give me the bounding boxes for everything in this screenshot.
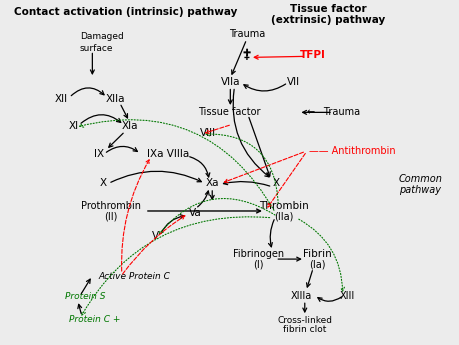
Text: VIIa: VIIa bbox=[221, 78, 240, 88]
Text: V: V bbox=[152, 231, 159, 241]
Text: Trauma: Trauma bbox=[229, 29, 265, 39]
Text: (I): (I) bbox=[253, 259, 264, 269]
Text: IXa VIIIa: IXa VIIIa bbox=[147, 149, 189, 159]
Text: XIa: XIa bbox=[122, 121, 139, 131]
Text: Tissue factor: Tissue factor bbox=[290, 4, 366, 14]
Text: XIII: XIII bbox=[340, 291, 355, 301]
Text: Prothrombin: Prothrombin bbox=[81, 201, 141, 211]
Text: TFPI: TFPI bbox=[300, 50, 326, 60]
Text: (II): (II) bbox=[105, 211, 118, 221]
Text: pathway: pathway bbox=[399, 185, 442, 195]
Text: (extrinsic) pathway: (extrinsic) pathway bbox=[271, 14, 385, 24]
Text: ✚: ✚ bbox=[244, 55, 250, 61]
Text: IX: IX bbox=[94, 149, 104, 159]
Text: Xa: Xa bbox=[206, 178, 219, 188]
Text: XIIa: XIIa bbox=[106, 93, 125, 104]
Text: Common: Common bbox=[398, 174, 442, 184]
Text: Thrombin: Thrombin bbox=[259, 201, 308, 211]
Text: XII: XII bbox=[54, 93, 67, 104]
Text: Protein C +: Protein C + bbox=[69, 315, 121, 324]
Text: X: X bbox=[273, 178, 280, 188]
Text: VII: VII bbox=[286, 78, 300, 88]
Text: Protein S: Protein S bbox=[65, 292, 106, 302]
Text: (Ia): (Ia) bbox=[309, 259, 325, 269]
Text: XIIIa: XIIIa bbox=[291, 291, 312, 301]
Text: Tissue factor: Tissue factor bbox=[198, 107, 260, 117]
Text: ✚: ✚ bbox=[243, 48, 251, 58]
Text: VIII: VIII bbox=[200, 128, 216, 138]
Text: XI: XI bbox=[68, 121, 78, 131]
Text: X: X bbox=[99, 178, 106, 188]
Text: surface: surface bbox=[80, 43, 113, 53]
Text: fibrin clot: fibrin clot bbox=[283, 325, 326, 334]
Text: Fibrinogen: Fibrinogen bbox=[233, 249, 284, 259]
Text: —— Antithrombin: —— Antithrombin bbox=[309, 146, 396, 156]
Text: Va: Va bbox=[189, 208, 202, 218]
Text: Contact activation (intrinsic) pathway: Contact activation (intrinsic) pathway bbox=[14, 7, 238, 17]
Text: Damaged: Damaged bbox=[80, 32, 123, 41]
Text: Fibrin: Fibrin bbox=[303, 249, 332, 259]
Text: ←—Trauma: ←—Trauma bbox=[307, 107, 361, 117]
Text: (IIa): (IIa) bbox=[274, 211, 293, 221]
Text: Active Protein C: Active Protein C bbox=[99, 272, 171, 281]
Text: Cross-linked: Cross-linked bbox=[277, 316, 332, 325]
